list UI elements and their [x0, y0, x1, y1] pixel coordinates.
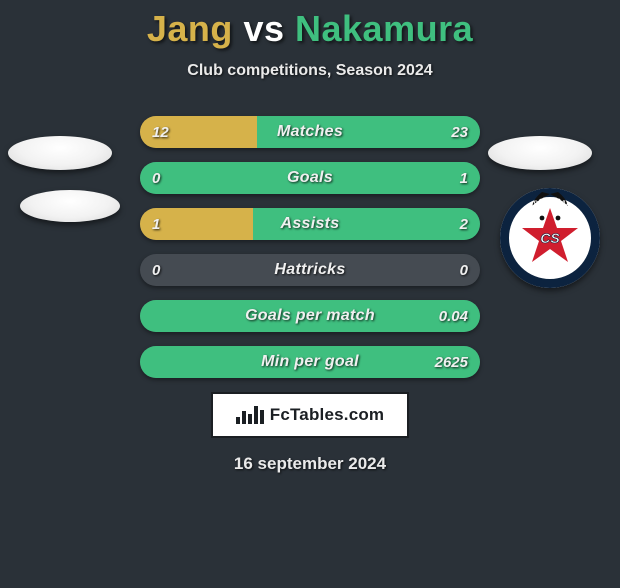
stat-value-player2: 0 [460, 254, 468, 286]
stat-value-player1: 1 [152, 208, 160, 240]
title-player2: Nakamura [295, 8, 473, 49]
date-text: 16 september 2024 [0, 454, 620, 474]
club-badge-icon: CS CONSADOLE SAPPORO [500, 188, 600, 288]
player1-photo-placeholder-2 [20, 190, 120, 222]
stat-row: Min per goal2625 [140, 346, 480, 378]
stat-label: Matches [140, 116, 480, 148]
stat-value-player2: 23 [451, 116, 468, 148]
stat-row: Matches12 23 [140, 116, 480, 148]
stat-label: Min per goal [140, 346, 480, 378]
brand-text: FcTables.com [270, 405, 385, 425]
barchart-icon [236, 406, 264, 424]
stat-value-player2: 0.04 [439, 300, 468, 332]
stat-value-player1: 0 [152, 254, 160, 286]
stat-value-player2: 2625 [435, 346, 468, 378]
player2-club-badge: CS CONSADOLE SAPPORO [500, 188, 600, 288]
stat-label: Assists [140, 208, 480, 240]
stat-label: Goals [140, 162, 480, 194]
brand-box: FcTables.com [211, 392, 409, 438]
subtitle: Club competitions, Season 2024 [0, 62, 620, 80]
stat-row: Assists1 2 [140, 208, 480, 240]
stat-value-player2: 2 [460, 208, 468, 240]
player2-photo-placeholder [488, 136, 592, 170]
stat-row: Hattricks0 0 [140, 254, 480, 286]
stat-row: Goals0 1 [140, 162, 480, 194]
stat-row: Goals per match0.04 [140, 300, 480, 332]
page-title: Jang vs Nakamura [0, 8, 620, 50]
title-vs: vs [243, 8, 284, 49]
player1-photo-placeholder-1 [8, 136, 112, 170]
comparison-content: CS CONSADOLE SAPPORO Matches1223Goals01A… [0, 116, 620, 474]
stat-label: Hattricks [140, 254, 480, 286]
stat-value-player1: 0 [152, 162, 160, 194]
svg-text:CS: CS [540, 230, 560, 246]
title-player1: Jang [147, 8, 233, 49]
stat-value-player1: 12 [152, 116, 169, 148]
stat-value-player2: 1 [460, 162, 468, 194]
stat-label: Goals per match [140, 300, 480, 332]
stat-bars: Matches1223Goals01Assists12Hattricks00Go… [140, 116, 480, 378]
